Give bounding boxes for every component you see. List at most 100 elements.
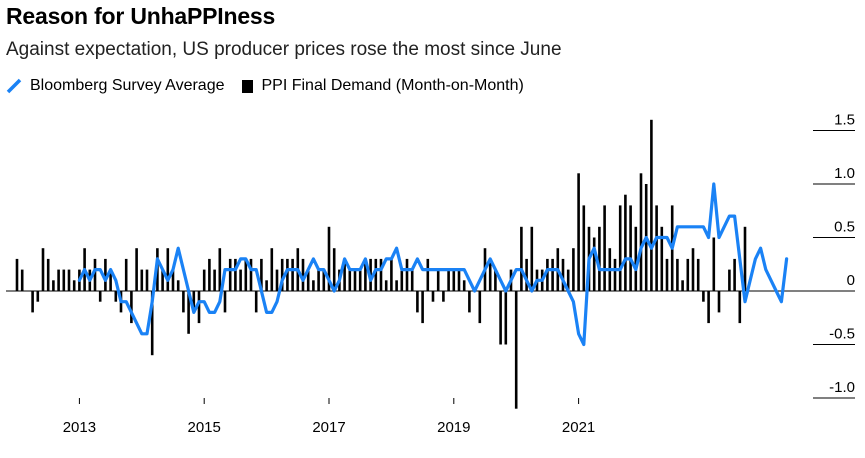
ppi-bar bbox=[249, 258, 253, 291]
ppi-bar bbox=[525, 258, 528, 291]
ppi-bar bbox=[130, 291, 133, 324]
ppi-bar bbox=[629, 205, 632, 291]
ppi-bar bbox=[208, 258, 211, 291]
ppi-bar bbox=[514, 291, 518, 409]
ppi-bar bbox=[405, 258, 409, 291]
ppi-bar bbox=[650, 119, 653, 291]
ppi-bar bbox=[374, 258, 378, 291]
ppi-bar bbox=[223, 291, 227, 313]
ppi-bar bbox=[265, 280, 268, 291]
ppi-bar bbox=[31, 291, 34, 313]
chart-subtitle: Against expectation, US producer prices … bbox=[6, 39, 562, 60]
ppi-bar bbox=[36, 291, 40, 302]
y-tick-label: 0 bbox=[847, 272, 855, 289]
ppi-bar bbox=[743, 226, 747, 291]
ppi-bar bbox=[72, 280, 76, 291]
ppi-bar bbox=[301, 258, 305, 291]
ppi-bar bbox=[618, 205, 622, 291]
ppi-bar bbox=[114, 291, 118, 302]
ppi-bar bbox=[728, 269, 731, 291]
ppi-bar bbox=[712, 237, 716, 291]
ppi-bar bbox=[171, 269, 175, 291]
ppi-bar bbox=[109, 269, 112, 291]
ppi-bar bbox=[395, 280, 398, 291]
ppi-bar bbox=[442, 291, 445, 302]
ppi-bar bbox=[410, 269, 414, 291]
ppi-bar bbox=[353, 269, 357, 291]
chart-title: Reason for UnhaPPIness bbox=[6, 3, 276, 29]
ppi-bar bbox=[561, 258, 565, 291]
ppi-bar bbox=[161, 269, 164, 291]
ppi-bar bbox=[260, 258, 263, 291]
ppi-bar bbox=[452, 269, 456, 291]
ppi-bar bbox=[468, 291, 471, 313]
ppi-bar bbox=[676, 258, 679, 291]
ppi-bar bbox=[187, 291, 190, 334]
legend-item-ppi: PPI Final Demand (Month-on-Month) bbox=[242, 77, 524, 95]
ppi-bar bbox=[145, 269, 149, 291]
ppi-bar bbox=[613, 258, 617, 291]
ppi-bar bbox=[738, 291, 742, 324]
ppi-bar bbox=[270, 248, 274, 291]
ppi-bar bbox=[681, 280, 684, 291]
y-axis: 1.5 1.0 0.5 0 -0.5 -1.0 bbox=[813, 112, 855, 399]
ppi-bar bbox=[150, 291, 154, 356]
ppi-bar bbox=[218, 248, 222, 291]
ppi-bar bbox=[358, 269, 362, 291]
y-tick-label: 1.0 bbox=[834, 165, 855, 182]
ppi-bar bbox=[478, 291, 482, 324]
ppi-bar bbox=[691, 248, 695, 291]
ppi-bar bbox=[140, 269, 144, 291]
ppi-bar bbox=[234, 258, 237, 291]
ppi-bar bbox=[499, 291, 502, 345]
ppi-bar bbox=[343, 258, 346, 291]
ppi-bar bbox=[213, 269, 216, 291]
ppi-bar bbox=[462, 280, 466, 291]
ppi-bar bbox=[426, 258, 430, 291]
ppi-bar bbox=[634, 226, 638, 291]
ppi-bar bbox=[57, 269, 60, 291]
ppi-bar bbox=[421, 291, 424, 324]
ppi-bar bbox=[702, 291, 705, 302]
ppi-bar bbox=[504, 291, 508, 345]
ppi-bar bbox=[98, 291, 102, 302]
ppi-bar bbox=[400, 269, 404, 291]
x-tick-label: 2015 bbox=[188, 419, 221, 436]
diagonal-line-icon bbox=[6, 78, 22, 94]
ppi-bar bbox=[41, 248, 45, 291]
ppi-bar bbox=[317, 269, 320, 291]
ppi-bar bbox=[488, 258, 492, 291]
ppi-bar bbox=[436, 269, 440, 291]
legend: Bloomberg Survey Average PPI Final Deman… bbox=[6, 75, 542, 97]
ppi-bar bbox=[124, 258, 128, 291]
ppi-bar bbox=[416, 291, 419, 313]
ppi-bar bbox=[572, 248, 575, 291]
square-icon bbox=[242, 79, 254, 93]
ppi-bar bbox=[166, 248, 170, 291]
y-tick-label: 0.5 bbox=[834, 219, 855, 236]
ppi-bar bbox=[520, 226, 523, 291]
ppi-bar bbox=[202, 269, 206, 291]
ppi-bar bbox=[244, 258, 248, 291]
ppi-bar bbox=[312, 280, 315, 291]
ppi-bar bbox=[457, 269, 461, 291]
ppi-bar bbox=[665, 258, 669, 291]
ppi-bar bbox=[15, 258, 19, 291]
ppi-bar bbox=[197, 291, 201, 324]
y-tick-label: -1.0 bbox=[829, 379, 855, 396]
legend-label-ppi: PPI Final Demand (Month-on-Month) bbox=[261, 77, 524, 94]
legend-item-survey: Bloomberg Survey Average bbox=[6, 77, 224, 95]
x-tick-label: 2017 bbox=[312, 419, 345, 436]
ppi-bar bbox=[364, 258, 367, 291]
survey-line bbox=[77, 182, 789, 347]
ppi-bar bbox=[384, 280, 388, 291]
ppi-bar bbox=[639, 173, 643, 291]
ppi-bar bbox=[176, 280, 180, 291]
ppi-bar bbox=[655, 205, 658, 291]
y-tick-label: 1.5 bbox=[834, 112, 855, 129]
ppi-bar bbox=[291, 258, 294, 291]
ppi-bar bbox=[239, 269, 242, 291]
ppi-bar bbox=[228, 258, 232, 291]
x-tick-label: 2019 bbox=[437, 419, 470, 436]
ppi-bar bbox=[327, 226, 331, 291]
